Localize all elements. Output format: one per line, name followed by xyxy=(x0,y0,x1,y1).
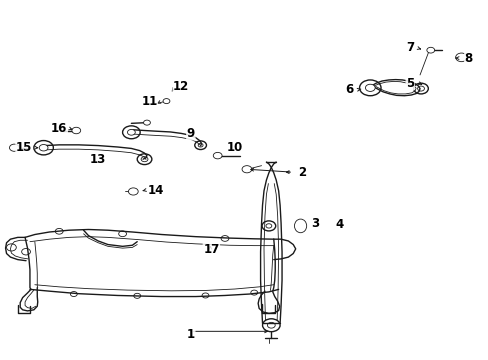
Text: 9: 9 xyxy=(186,127,195,140)
Circle shape xyxy=(143,120,150,125)
Text: 13: 13 xyxy=(90,153,106,166)
Circle shape xyxy=(72,127,81,134)
Text: 6: 6 xyxy=(345,83,353,96)
Circle shape xyxy=(163,99,169,104)
Text: 8: 8 xyxy=(464,51,472,64)
Text: 10: 10 xyxy=(226,141,243,154)
Text: 2: 2 xyxy=(297,166,305,179)
Circle shape xyxy=(213,152,222,159)
Text: 5: 5 xyxy=(406,77,413,90)
Circle shape xyxy=(365,84,374,91)
Text: 12: 12 xyxy=(173,80,189,93)
Text: 14: 14 xyxy=(147,184,163,197)
Text: 11: 11 xyxy=(141,95,157,108)
Circle shape xyxy=(9,144,19,151)
Circle shape xyxy=(128,188,138,195)
Text: 1: 1 xyxy=(186,328,195,341)
Circle shape xyxy=(39,144,48,151)
Text: 16: 16 xyxy=(51,122,67,135)
Text: 15: 15 xyxy=(16,141,32,154)
Text: 4: 4 xyxy=(335,218,343,231)
Text: 7: 7 xyxy=(406,41,413,54)
Circle shape xyxy=(127,130,135,135)
Circle shape xyxy=(426,47,434,53)
Circle shape xyxy=(455,53,467,62)
Text: 17: 17 xyxy=(203,243,219,256)
Text: 3: 3 xyxy=(310,216,319,230)
